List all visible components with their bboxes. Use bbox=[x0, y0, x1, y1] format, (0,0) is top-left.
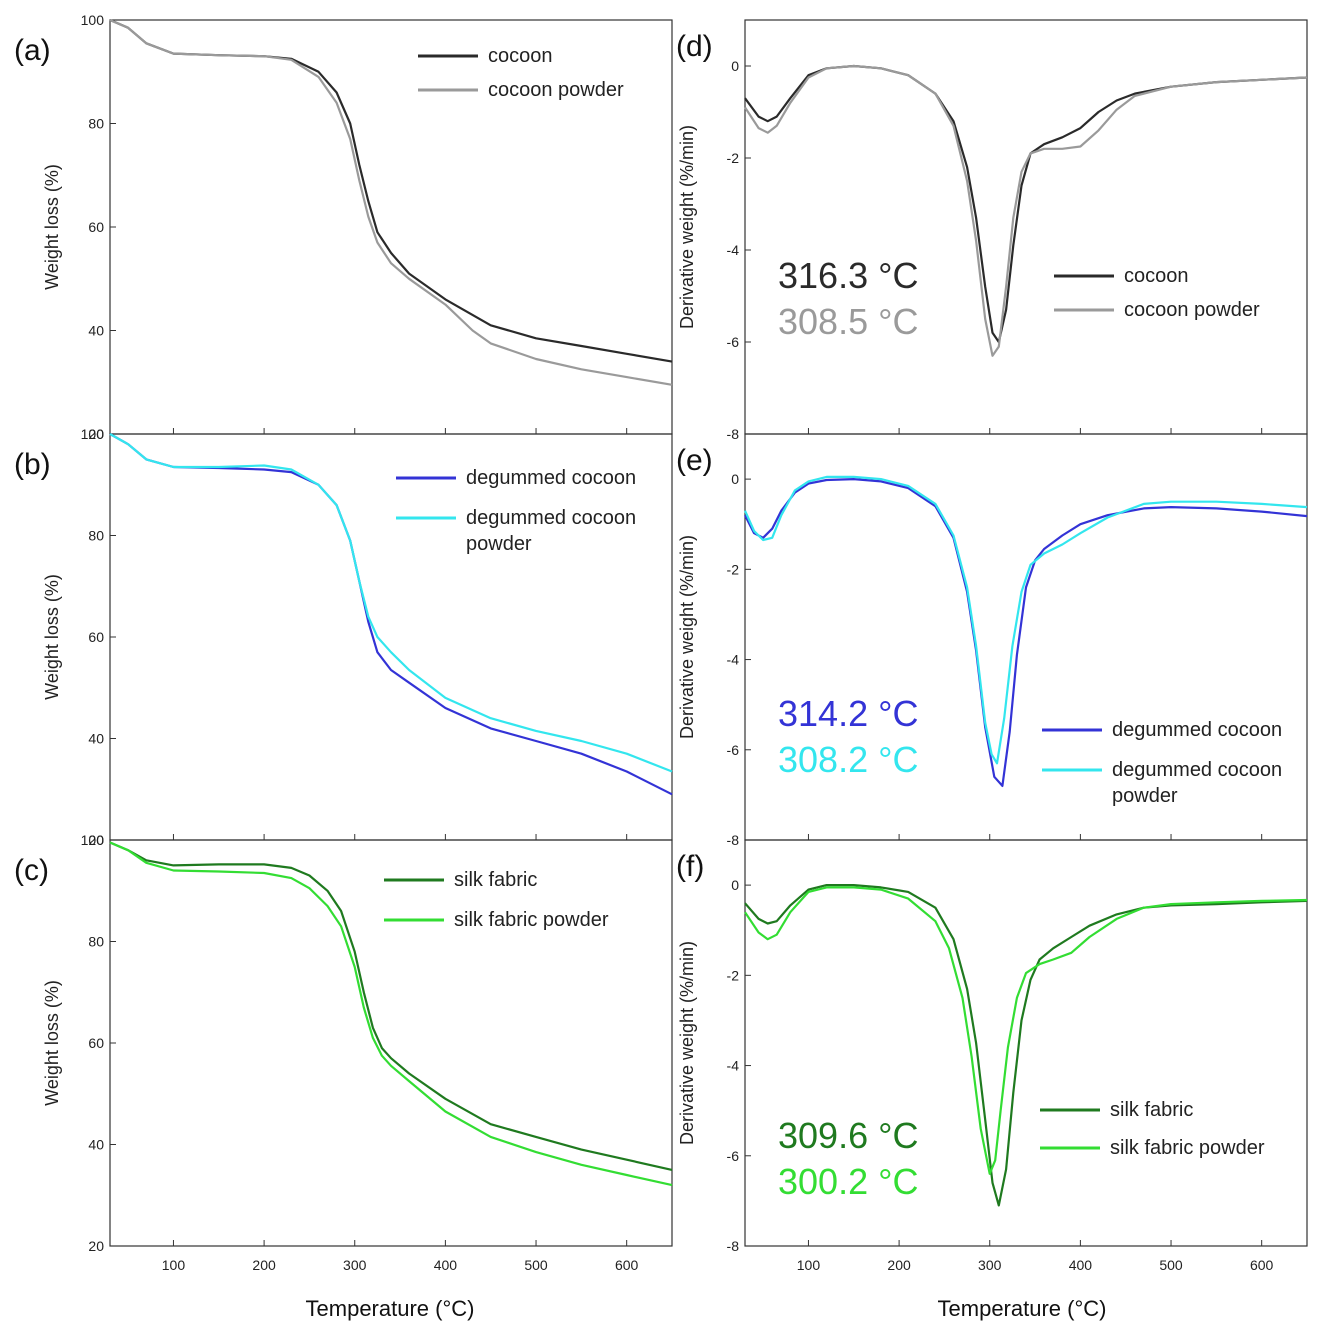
panel-c-y-axis-label: Weight loss (%) bbox=[42, 980, 62, 1106]
panel-a-y-axis-label: Weight loss (%) bbox=[42, 164, 62, 290]
panel-d-peak-annotation: 308.5 °C bbox=[778, 301, 918, 342]
panel-f-x-tick-label: 300 bbox=[978, 1257, 1002, 1273]
panel-e-legend-label: degummed cocoon powder bbox=[1112, 759, 1282, 807]
panel-e-legend-label: degummed cocoon bbox=[1112, 719, 1282, 741]
panel-f-series-silk-fabric bbox=[744, 883, 1308, 1207]
panel-f-letter: (f) bbox=[676, 850, 704, 883]
panel-d-series-cocoon-powder bbox=[744, 64, 1308, 357]
panel-c-series-silk-fabric-powder bbox=[109, 841, 673, 1187]
panel-b-y-tick-label: 60 bbox=[88, 629, 104, 645]
panel-d-peak-annotation: 316.3 °C bbox=[778, 255, 918, 296]
panel-e-series-degummed-cocoon-powder bbox=[743, 475, 1308, 765]
x-axis-title-right: Temperature (°C) bbox=[938, 1296, 1107, 1321]
panel-e-peak-annotation: 314.2 °C bbox=[778, 693, 918, 734]
panel-e-y-tick-label: 0 bbox=[731, 471, 739, 487]
panel-f-x-tick-label: 400 bbox=[1069, 1257, 1093, 1273]
panel-b-letter: (b) bbox=[14, 448, 51, 481]
panel-b-series-degummed-cocoon-powder bbox=[109, 433, 673, 773]
panel-c-x-tick-label: 100 bbox=[162, 1257, 186, 1273]
panel-b-y-tick-label: 20 bbox=[88, 832, 104, 848]
panel-f-series-silk-fabric-powder bbox=[744, 886, 1308, 1175]
panel-b-y-tick-label: 40 bbox=[88, 731, 104, 747]
panel-c-letter: (c) bbox=[14, 854, 49, 887]
panel-e-y-tick-label: -8 bbox=[727, 832, 740, 848]
panel-f-legend-label: silk fabric bbox=[1110, 1099, 1193, 1121]
panel-a-y-tick-label: 100 bbox=[81, 12, 105, 28]
panel-c-x-tick-label: 600 bbox=[615, 1257, 639, 1273]
panel-f: -8 -6 -4 -2 0 100 200 300 400 500 600 Derivative we… bbox=[676, 839, 1308, 1273]
panel-a-legend-label: cocoon bbox=[488, 45, 553, 67]
panel-b: 20 40 60 80 100 Weight loss (%) (b) degummed co… bbox=[14, 426, 673, 848]
panel-f-legend-label: silk fabric powder bbox=[1110, 1137, 1265, 1159]
panel-f-y-tick-label: 0 bbox=[731, 877, 739, 893]
panel-f-y-tick-label: -4 bbox=[727, 1058, 740, 1074]
panel-b-y-tick-label: 80 bbox=[88, 528, 104, 544]
panel-d-y-tick-label: -4 bbox=[727, 242, 740, 258]
panel-a-y-tick-label: 40 bbox=[88, 323, 104, 339]
panel-f-x-tick-label: 100 bbox=[797, 1257, 821, 1273]
panel-c-series-silk-fabric bbox=[109, 841, 673, 1171]
panel-a-y-tick-label: 80 bbox=[88, 116, 104, 132]
panel-c-x-tick-label: 500 bbox=[524, 1257, 548, 1273]
panel-c: 20 40 60 80 100 100 200 300 400 500 600 Weight loss… bbox=[14, 832, 673, 1273]
panel-f-y-tick-label: -8 bbox=[727, 1238, 740, 1254]
panel-f-x-tick-label: 600 bbox=[1250, 1257, 1274, 1273]
panel-d-y-axis-label: Derivative weight (%/min) bbox=[677, 125, 697, 329]
panel-c-x-tick-label: 400 bbox=[434, 1257, 458, 1273]
panel-c-y-tick-label: 80 bbox=[88, 934, 104, 950]
panel-e-y-tick-label: -2 bbox=[727, 561, 740, 577]
panel-d-letter: (d) bbox=[676, 30, 713, 63]
panel-e: -8 -6 -4 -2 0 Derivative weight (%/min) (e) deg… bbox=[676, 433, 1308, 848]
panel-d-y-tick-label: 0 bbox=[731, 58, 739, 74]
panel-e-y-tick-label: -6 bbox=[727, 742, 740, 758]
panel-c-x-tick-label: 200 bbox=[252, 1257, 276, 1273]
panel-e-y-axis-label: Derivative weight (%/min) bbox=[677, 535, 697, 739]
panel-d-series-cocoon bbox=[744, 64, 1308, 344]
panel-c-y-tick-label: 100 bbox=[81, 832, 105, 848]
panel-a-series-cocoon-powder bbox=[109, 18, 673, 386]
panel-d-legend-label: cocoon powder bbox=[1124, 299, 1260, 321]
panel-f-y-tick-label: -6 bbox=[727, 1148, 740, 1164]
panel-f-x-tick-label: 200 bbox=[887, 1257, 911, 1273]
panel-a-legend-label: cocoon powder bbox=[488, 79, 624, 101]
panel-a-series-cocoon bbox=[109, 18, 673, 363]
panel-d-y-tick-label: -6 bbox=[727, 334, 740, 350]
panel-e-peak-annotation: 308.2 °C bbox=[778, 739, 918, 780]
panel-c-y-tick-label: 20 bbox=[88, 1238, 104, 1254]
panel-c-legend-label: silk fabric bbox=[454, 869, 537, 891]
panel-a-letter: (a) bbox=[14, 34, 51, 67]
panel-c-y-tick-label: 40 bbox=[88, 1137, 104, 1153]
panel-c-x-tick-label: 300 bbox=[343, 1257, 367, 1273]
panel-b-legend-label: degummed cocoon bbox=[466, 467, 636, 489]
panel-b-y-axis-label: Weight loss (%) bbox=[42, 574, 62, 700]
panel-f-y-tick-label: -2 bbox=[727, 967, 740, 983]
x-axis-title-left: Temperature (°C) bbox=[306, 1296, 475, 1321]
panel-b-y-tick-label: 100 bbox=[81, 426, 105, 442]
panel-e-letter: (e) bbox=[676, 444, 713, 477]
panel-d-legend-label: cocoon bbox=[1124, 265, 1189, 287]
panel-c-legend-label: silk fabric powder bbox=[454, 909, 609, 931]
panel-d-y-tick-label: -2 bbox=[727, 150, 740, 166]
panel-d-y-tick-label: -8 bbox=[727, 426, 740, 442]
panel-a: 20 40 60 80 100 Weight loss (%) (a) cocoon cocoo… bbox=[14, 12, 673, 442]
panel-a-y-tick-label: 20 bbox=[88, 426, 104, 442]
panel-f-peak-annotation: 300.2 °C bbox=[778, 1161, 918, 1202]
panel-f-x-tick-label: 500 bbox=[1159, 1257, 1183, 1273]
panel-e-y-tick-label: -4 bbox=[727, 652, 740, 668]
panel-b-plot-frame bbox=[109, 433, 673, 841]
panel-f-y-axis-label: Derivative weight (%/min) bbox=[677, 941, 697, 1145]
panel-f-peak-annotation: 309.6 °C bbox=[778, 1115, 918, 1156]
panel-f-plot-frame bbox=[744, 839, 1308, 1247]
panel-c-plot-frame bbox=[109, 839, 673, 1247]
panel-b-legend-label: degummed cocoon powder bbox=[466, 507, 636, 555]
panel-a-y-tick-label: 60 bbox=[88, 219, 104, 235]
panel-d: -8 -6 -4 -2 0 Derivative weight (%/min) (d) coc… bbox=[676, 19, 1308, 442]
panel-c-y-tick-label: 60 bbox=[88, 1035, 104, 1051]
